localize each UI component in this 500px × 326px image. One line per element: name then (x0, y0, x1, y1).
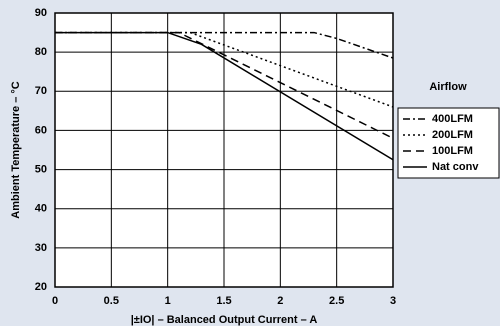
legend-label: 100LFM (432, 145, 473, 157)
series-line (55, 31, 394, 161)
y-tick-label: 30 (35, 242, 47, 254)
legend-title: Airflow (429, 81, 467, 93)
y-tick-label: 60 (35, 124, 47, 136)
x-tick-label: 0.5 (104, 295, 119, 307)
x-tick-label: 1 (165, 295, 171, 307)
y-tick-label: 20 (35, 281, 47, 293)
y-tick-label: 50 (35, 163, 47, 175)
y-tick-label: 90 (35, 7, 47, 19)
plot-border (54, 12, 394, 288)
y-tick-label: 40 (35, 203, 47, 215)
x-axis-label: |±IO| – Balanced Output Current – A (131, 314, 318, 326)
legend-label: 200LFM (432, 129, 473, 141)
legend-label: Nat conv (432, 161, 479, 173)
legend-label: 400LFM (432, 113, 473, 125)
y-tick-label: 70 (35, 85, 47, 97)
x-tick-label: 0 (52, 295, 58, 307)
x-tick-label: 1.5 (216, 295, 231, 307)
x-tick-label: 3 (390, 295, 396, 307)
y-axis-label: Ambient Temperature – °C (10, 81, 22, 219)
x-tick-label: 2.5 (329, 295, 344, 307)
y-tick-label: 80 (35, 46, 47, 58)
x-tick-label: 2 (277, 295, 283, 307)
